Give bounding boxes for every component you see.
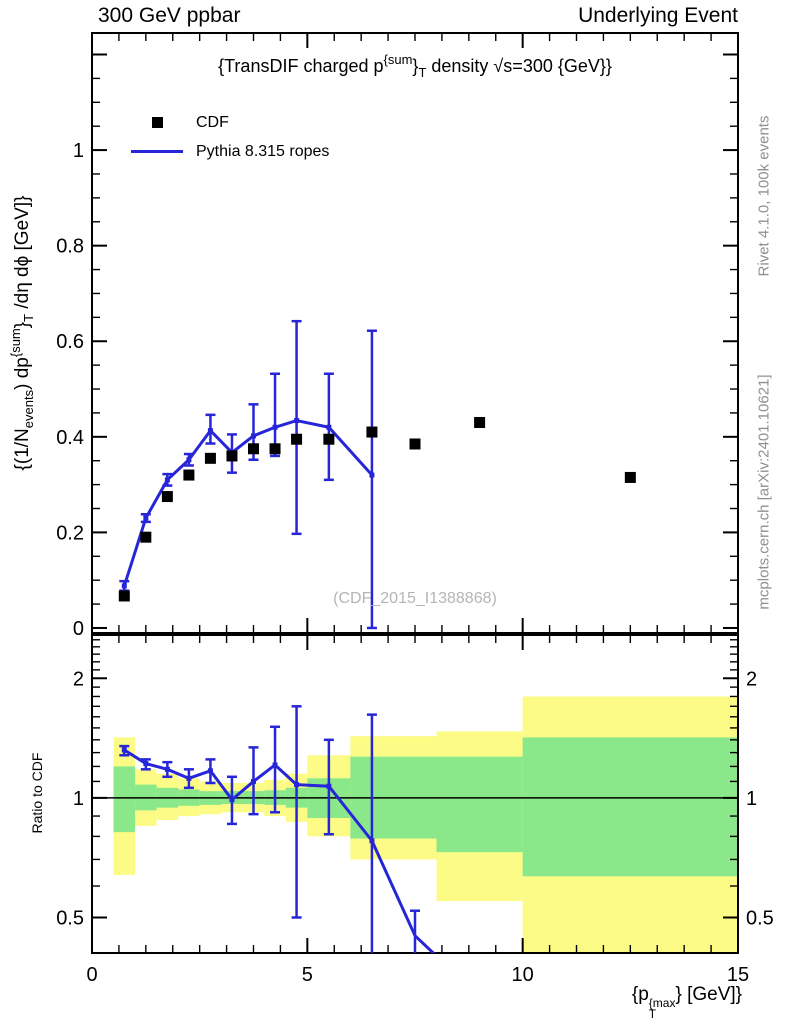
cdf-point bbox=[291, 433, 303, 445]
pythia-marker-cell bbox=[128, 150, 186, 153]
ratio-point bbox=[143, 761, 149, 767]
cdf-point bbox=[226, 450, 238, 462]
header-topic: Underlying Event bbox=[578, 4, 738, 27]
ratio-point bbox=[207, 768, 213, 774]
tick-label: 0.5 bbox=[746, 907, 774, 929]
cdf-point bbox=[161, 491, 173, 503]
cdf-point bbox=[624, 471, 636, 483]
tick-label: 0 bbox=[73, 618, 84, 640]
ylab-s2: T bbox=[21, 313, 36, 322]
line-marker-icon bbox=[131, 150, 183, 153]
pythia-point bbox=[121, 583, 127, 589]
pythia-point bbox=[272, 424, 278, 430]
plot-title: {TransDIF charged p{sum}T density √s=300… bbox=[92, 52, 738, 80]
ylab-p3: } bbox=[12, 321, 33, 329]
cdf-point bbox=[140, 531, 152, 543]
ratio-point bbox=[121, 747, 127, 753]
cdf-point bbox=[366, 426, 378, 438]
tick-label: 0.6 bbox=[56, 331, 84, 353]
cdf-point bbox=[204, 452, 216, 464]
title-mid: } bbox=[412, 56, 419, 76]
tick-label: 10 bbox=[512, 964, 534, 986]
ratio-point bbox=[186, 775, 192, 781]
tick-label: 2 bbox=[73, 668, 84, 690]
xlab-post: } [GeV]} bbox=[675, 984, 742, 1005]
pythia-point bbox=[326, 424, 332, 430]
ratio-point bbox=[369, 838, 375, 844]
cdf-point bbox=[323, 433, 335, 445]
ratio-point bbox=[326, 783, 332, 789]
ylab-sup: {sum bbox=[8, 328, 23, 358]
pythia-point bbox=[369, 472, 375, 478]
cdf-point bbox=[118, 590, 130, 602]
ratio-point bbox=[229, 797, 235, 803]
xlab-sub: T bbox=[648, 1007, 657, 1021]
band-green bbox=[522, 737, 738, 877]
tick-label: 0.4 bbox=[56, 427, 84, 449]
tick-label: 0.2 bbox=[56, 522, 84, 544]
pythia-point bbox=[164, 477, 170, 483]
ylab-p1: {(1/N bbox=[12, 428, 33, 471]
title-pre: {TransDIF charged p bbox=[218, 56, 384, 76]
x-axis-title: {p {max T} [GeV]} bbox=[632, 984, 742, 1020]
pythia-point bbox=[143, 515, 149, 521]
cdf-points bbox=[118, 416, 636, 602]
cdf-point bbox=[409, 438, 421, 450]
xlab-pre: {p bbox=[631, 984, 649, 1005]
pythia-main bbox=[119, 319, 377, 630]
band-green bbox=[113, 766, 136, 833]
title-sub: T bbox=[418, 65, 427, 80]
x-tick-labels: 0 5 10 15 bbox=[86, 964, 749, 986]
main-y-tick-labels: 0 0.2 0.4 0.6 0.8 1 bbox=[56, 140, 84, 640]
ratio-point bbox=[294, 782, 300, 788]
ylab-s1: events bbox=[21, 389, 36, 429]
cdf-point bbox=[183, 469, 195, 481]
filled-square-icon bbox=[151, 117, 163, 128]
ylab-p4: /dη dϕ [GeV]} bbox=[12, 195, 33, 314]
ratio-point bbox=[272, 762, 278, 768]
cdf-point bbox=[269, 443, 281, 455]
ratio-bands bbox=[113, 696, 738, 953]
ratio-point bbox=[251, 778, 256, 784]
pythia-point bbox=[294, 418, 300, 424]
cdf-point bbox=[248, 443, 259, 455]
tick-label: 1 bbox=[746, 788, 757, 810]
xlab-stack: {max T bbox=[648, 996, 676, 1021]
pythia-ratio bbox=[119, 705, 436, 953]
ratio-y-tick-labels: 0.5 0.5 1 1 2 2 bbox=[56, 668, 774, 929]
mcplots-reference-text: mcplots.cern.ch [arXiv:2401.10621] bbox=[755, 374, 773, 610]
title-post: density √s=300 {GeV}} bbox=[426, 56, 612, 76]
pythia-point bbox=[186, 457, 192, 463]
title-sup: {sum bbox=[383, 52, 413, 67]
cdf-marker-cell bbox=[128, 117, 186, 128]
ylab-p2: ) dp bbox=[12, 357, 33, 390]
tick-label: 0.8 bbox=[56, 236, 84, 258]
ratio-point bbox=[164, 766, 170, 772]
header-beam: 300 GeV ppbar bbox=[98, 4, 241, 27]
tick-label: 0.5 bbox=[56, 907, 84, 929]
tick-label: 2 bbox=[746, 668, 757, 690]
legend-item-pythia: Pythia 8.315 ropes bbox=[128, 137, 329, 166]
tick-label: 1 bbox=[73, 788, 84, 810]
cdf-point bbox=[474, 416, 486, 428]
y-axis-title: {(1/Nevents) dp{sum}T /dη dϕ [GeV]} bbox=[8, 195, 36, 471]
ratio-axis-title: Ratio to CDF bbox=[29, 752, 45, 834]
legend-label-cdf: CDF bbox=[196, 113, 229, 131]
xlab-sup: {max bbox=[648, 996, 676, 1010]
axis-ticks bbox=[91, 33, 739, 953]
tick-label: 5 bbox=[302, 964, 313, 986]
pythia-point bbox=[207, 428, 213, 434]
band-green bbox=[436, 756, 523, 853]
tick-label: 15 bbox=[727, 964, 749, 986]
legend-item-cdf: CDF bbox=[128, 108, 329, 137]
pythia-point bbox=[251, 433, 256, 439]
legend-label-pythia: Pythia 8.315 ropes bbox=[196, 142, 330, 160]
tick-label: 1 bbox=[73, 140, 84, 162]
legend: CDF Pythia 8.315 ropes bbox=[128, 108, 329, 166]
analysis-watermark: (CDF_2015_I1388868) bbox=[333, 590, 497, 607]
rivet-version-text: Rivet 4.1.0, 100k events bbox=[755, 115, 773, 277]
tick-label: 0 bbox=[86, 964, 97, 986]
